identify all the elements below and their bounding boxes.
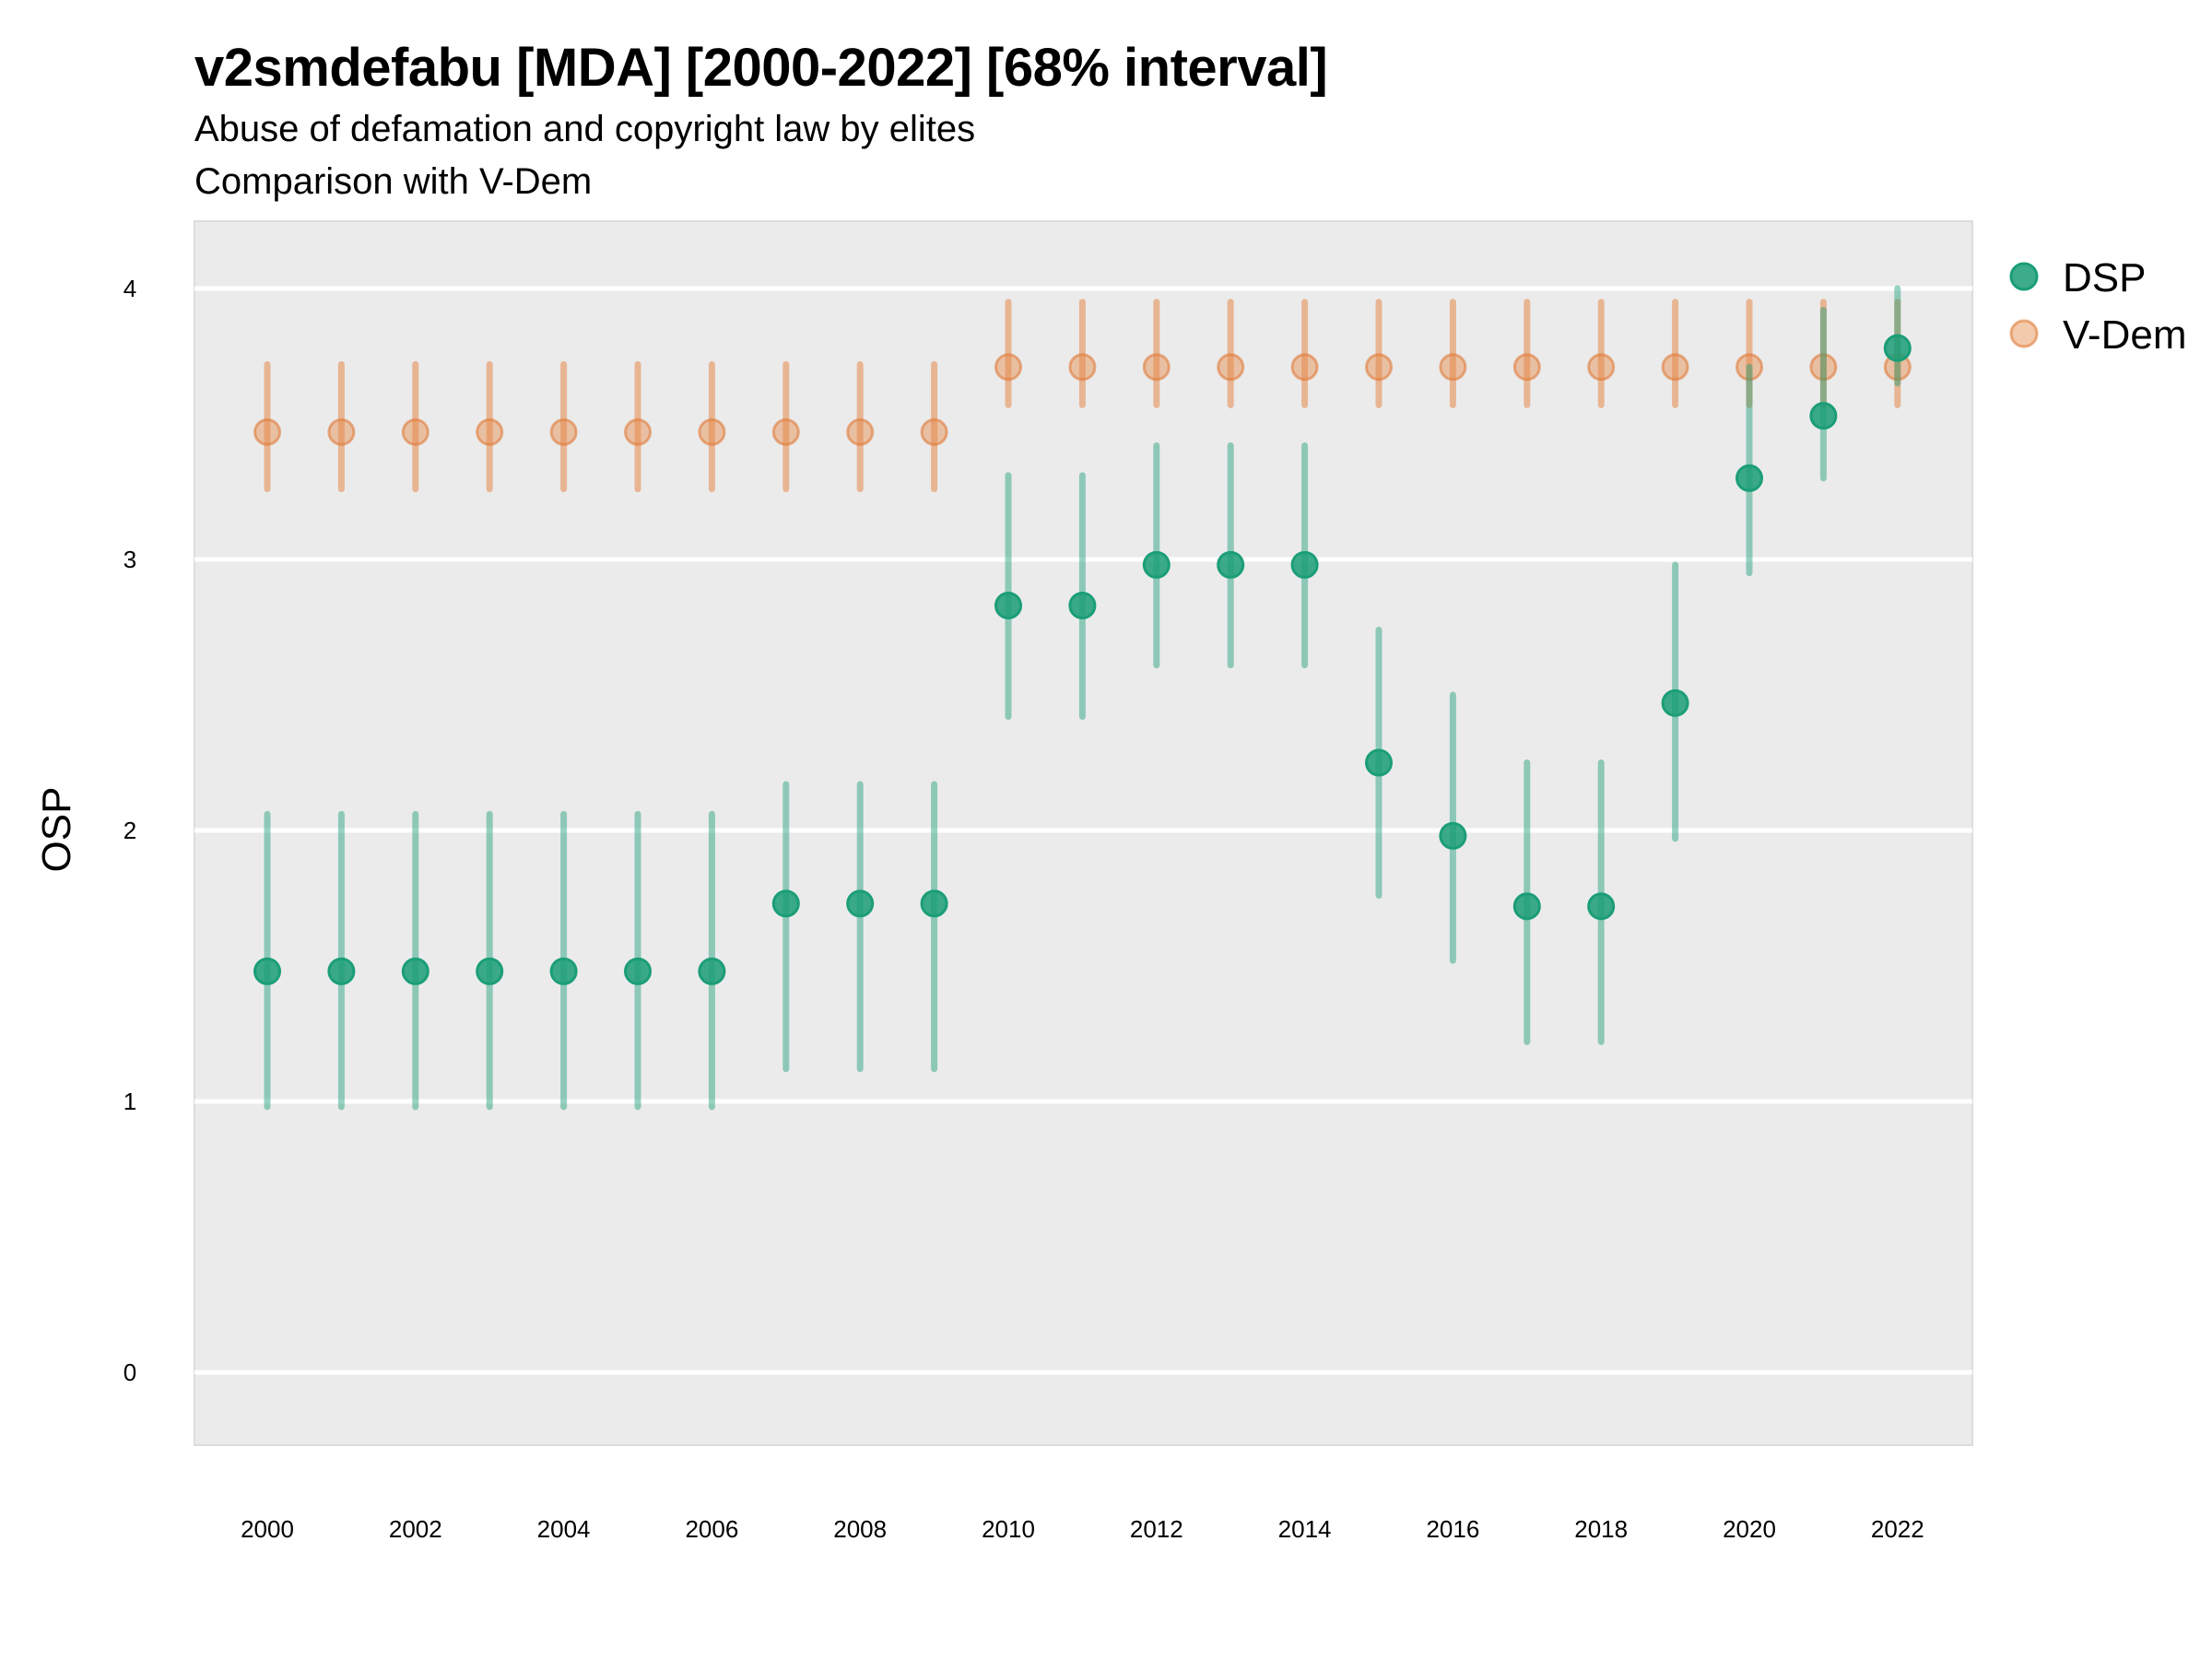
dsp-point-2021: [1809, 402, 1838, 430]
vdem-point-2002: [401, 418, 429, 446]
y-tick-label: 0: [124, 1359, 136, 1386]
vdem-point-2008: [846, 418, 875, 446]
legend-vdem-swatch: [2009, 319, 2039, 348]
y-tick-label: 3: [124, 546, 136, 573]
vdem-point-2013: [1217, 353, 1245, 382]
legend-dsp-swatch: [2009, 262, 2039, 291]
dsp-point-2012: [1142, 550, 1171, 579]
dsp-point-2019: [1661, 688, 1689, 717]
y-tick-label: 1: [124, 1088, 136, 1115]
dsp-point-2010: [994, 591, 1022, 619]
dsp-point-2014: [1290, 550, 1319, 579]
x-axis-ticks: 2000 2002 2004 2006 2008 2010 2012 2014 2016 2018…: [241, 1515, 1924, 1543]
dsp-point-2016: [1439, 821, 1467, 850]
dsp-point-2013: [1217, 550, 1245, 579]
vdem-point-2001: [327, 418, 356, 446]
dsp-point-2009: [920, 889, 948, 918]
y-tick-label: 2: [124, 817, 136, 844]
chart-title: v2smdefabu [MDA] [2000-2022] [68% interv…: [194, 38, 1328, 98]
x-tick-label: 2018: [1574, 1515, 1628, 1543]
vdem-point-2010: [994, 353, 1022, 382]
series-dsp: [253, 285, 1912, 1111]
vdem-point-2005: [624, 418, 652, 446]
x-tick-label: 2020: [1723, 1515, 1776, 1543]
vdem-point-2019: [1661, 353, 1689, 382]
grid-lines: [194, 286, 1972, 1375]
vdem-point-2021: [1809, 353, 1838, 382]
legend-vdem-label: V-Dem: [2063, 312, 2186, 358]
dsp-point-2011: [1068, 591, 1097, 619]
vdem-point-2006: [698, 418, 726, 446]
x-tick-label: 2016: [1426, 1515, 1479, 1543]
vdem-point-2007: [771, 418, 800, 446]
dsp-point-2015: [1365, 748, 1393, 777]
series-vdem: [253, 299, 1912, 493]
x-tick-label: 2006: [685, 1515, 738, 1543]
x-tick-label: 2022: [1871, 1515, 1924, 1543]
dsp-point-2005: [624, 957, 652, 985]
vdem-point-2012: [1142, 353, 1171, 382]
chart-subtitle: Abuse of defamation and copyright law by…: [194, 109, 976, 149]
dsp-point-2006: [698, 957, 726, 985]
vdem-point-2014: [1290, 353, 1319, 382]
dsp-point-2004: [549, 957, 578, 985]
vdem-point-2004: [549, 418, 578, 446]
dsp-point-2003: [476, 957, 504, 985]
vdem-point-2018: [1587, 353, 1616, 382]
vdem-point-2000: [253, 418, 281, 446]
y-axis-ticks: 0 1 2 3 4: [124, 275, 136, 1386]
x-tick-label: 2014: [1278, 1515, 1332, 1543]
dsp-point-2020: [1735, 464, 1763, 492]
vdem-point-2011: [1068, 353, 1097, 382]
dsp-point-2002: [401, 957, 429, 985]
chart-caption: Comparison with V-Dem: [194, 161, 593, 202]
dsp-point-2017: [1512, 892, 1541, 921]
x-tick-label: 2010: [982, 1515, 1035, 1543]
dsp-point-2007: [771, 889, 800, 918]
legend: DSP V-Dem: [2009, 255, 2186, 358]
x-tick-label: 2004: [537, 1515, 591, 1543]
vdem-point-2020: [1735, 353, 1763, 382]
vdem-point-2017: [1512, 353, 1541, 382]
vdem-point-2009: [920, 418, 948, 446]
y-tick-label: 4: [124, 275, 136, 302]
vdem-point-2015: [1365, 353, 1393, 382]
dsp-point-2018: [1587, 892, 1616, 921]
x-tick-label: 2002: [389, 1515, 442, 1543]
vdem-point-2016: [1439, 353, 1467, 382]
dsp-point-2022: [1883, 334, 1912, 362]
x-tick-label: 2008: [833, 1515, 887, 1543]
vdem-point-2003: [476, 418, 504, 446]
x-tick-label: 2012: [1130, 1515, 1183, 1543]
dsp-point-2008: [846, 889, 875, 918]
dsp-point-2000: [253, 957, 281, 985]
y-axis-label: OSP: [34, 787, 79, 873]
legend-dsp-label: DSP: [2063, 255, 2146, 300]
dsp-point-2001: [327, 957, 356, 985]
x-tick-label: 2000: [241, 1515, 294, 1543]
